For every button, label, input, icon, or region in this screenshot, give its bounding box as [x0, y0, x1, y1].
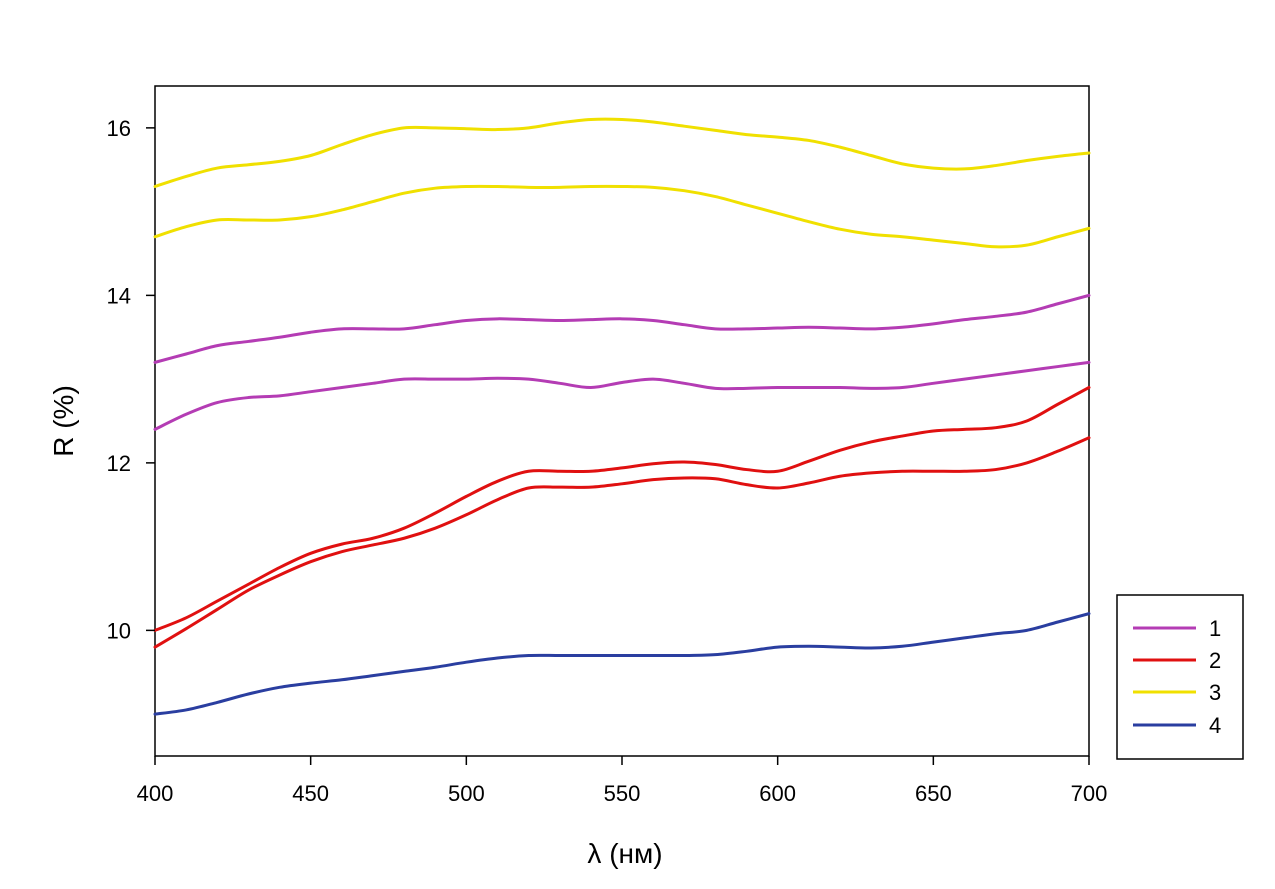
y-tick-label: 12: [107, 451, 131, 476]
x-tick-label: 700: [1071, 781, 1108, 806]
y-tick-label: 14: [107, 283, 131, 308]
series-layer: [153, 117, 1091, 716]
series-line-2-4: [153, 436, 1091, 649]
legend-label-4: 4: [1209, 713, 1221, 738]
series-line-4-7: [153, 612, 1091, 716]
x-tick-label: 400: [137, 781, 174, 806]
y-tick-label: 16: [107, 116, 131, 141]
x-axis-label: λ (нм): [587, 838, 662, 869]
legend-label-2: 2: [1209, 648, 1221, 673]
x-tick-label: 500: [448, 781, 485, 806]
legend: 1 2 3 4: [1116, 594, 1244, 760]
series-line-3-5: [153, 117, 1091, 188]
x-tick-label: 600: [759, 781, 796, 806]
series-line-1-1: [153, 293, 1091, 364]
series-line-3-6: [153, 184, 1091, 249]
x-tick-label: 450: [292, 781, 329, 806]
x-axis-ticks: 400 450 500 550 600 650 700: [137, 756, 1108, 806]
legend-label-3: 3: [1209, 680, 1221, 705]
legend-label-1: 1: [1209, 616, 1221, 641]
y-axis-label: R (%): [48, 385, 79, 457]
series-line-2-3: [153, 386, 1091, 632]
series-line-1-2: [153, 360, 1091, 431]
legend-box: [1116, 594, 1244, 760]
x-tick-label: 550: [604, 781, 641, 806]
y-axis-ticks: 10 12 14 16: [107, 116, 155, 643]
y-tick-label: 10: [107, 618, 131, 643]
x-tick-label: 650: [915, 781, 952, 806]
plot-area: [154, 85, 1090, 757]
